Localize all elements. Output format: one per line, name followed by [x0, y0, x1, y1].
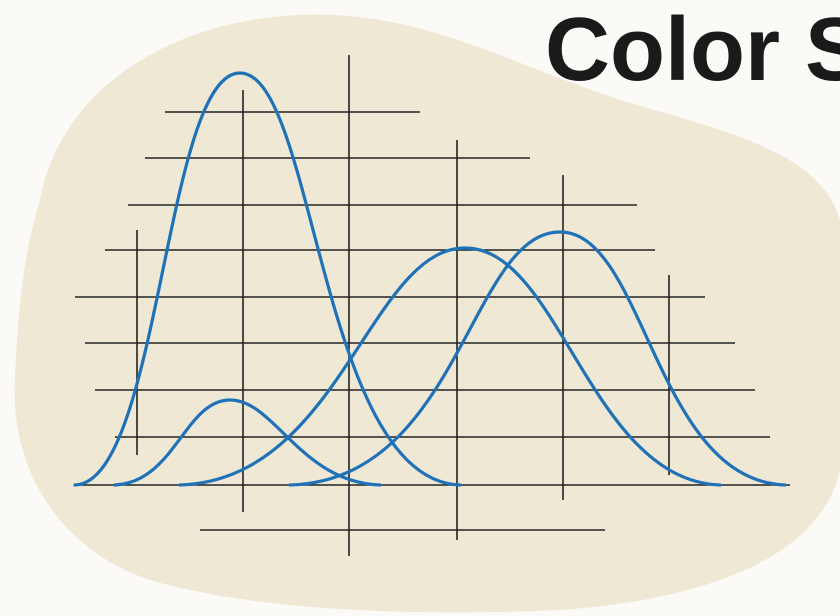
background-blob — [15, 15, 840, 613]
illustration: Color S — [0, 0, 840, 616]
heading: Color S — [545, 0, 840, 100]
page: Color S (() => { const data = JSON.parse… — [0, 0, 840, 616]
